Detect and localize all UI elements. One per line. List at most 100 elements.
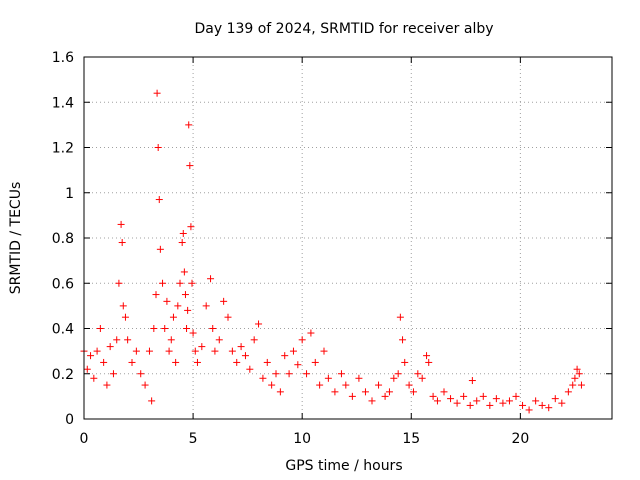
data-point — [237, 343, 245, 351]
data-point — [532, 397, 540, 405]
data-point — [189, 329, 197, 337]
data-point — [486, 401, 494, 409]
data-point — [331, 388, 339, 396]
data-point — [100, 358, 108, 366]
data-point — [385, 388, 393, 396]
data-point — [545, 404, 553, 412]
data-point — [228, 347, 236, 355]
data-point — [425, 358, 433, 366]
data-point — [178, 239, 186, 247]
data-point — [121, 313, 129, 321]
data-point — [348, 392, 356, 400]
y-tick-label: 1.4 — [52, 95, 74, 111]
x-axis-label: GPS time / hours — [285, 458, 402, 474]
data-point — [145, 347, 153, 355]
data-point — [211, 347, 219, 355]
data-point — [505, 397, 513, 405]
data-point — [399, 336, 407, 344]
data-points — [80, 89, 585, 414]
data-point — [575, 370, 583, 378]
data-point — [298, 336, 306, 344]
chart-title: Day 139 of 2024, SRMTID for receiver alb… — [194, 21, 493, 37]
data-point — [132, 347, 140, 355]
data-point — [285, 370, 293, 378]
data-point — [202, 302, 210, 310]
data-point — [375, 381, 383, 389]
data-point — [118, 239, 126, 247]
data-point — [174, 302, 182, 310]
data-point — [466, 401, 474, 409]
data-point — [401, 358, 409, 366]
data-point — [124, 336, 132, 344]
data-point — [93, 347, 101, 355]
data-point — [141, 381, 149, 389]
y-axis-label: SRMTID / TECUs — [8, 182, 24, 295]
data-point — [303, 370, 311, 378]
data-point — [281, 352, 289, 360]
x-tick-label: 15 — [402, 431, 420, 447]
y-tick-label: 1 — [65, 186, 74, 202]
x-tick-label: 5 — [189, 431, 198, 447]
data-point — [268, 381, 276, 389]
data-point — [96, 325, 104, 332]
y-tick-label: 0 — [65, 412, 74, 428]
data-point — [525, 406, 533, 414]
data-point — [337, 370, 345, 378]
data-point — [161, 325, 169, 332]
data-point — [246, 365, 254, 373]
data-point — [186, 162, 194, 170]
data-point — [106, 343, 114, 351]
data-point — [193, 358, 201, 366]
y-tick-label: 0.4 — [52, 322, 74, 338]
data-point — [187, 223, 195, 231]
data-point — [188, 279, 196, 287]
data-point — [433, 397, 441, 405]
data-point — [179, 229, 187, 237]
data-point — [176, 279, 184, 287]
data-point — [368, 397, 376, 405]
data-point — [90, 374, 98, 382]
data-point — [155, 196, 163, 204]
data-point — [113, 336, 121, 344]
data-point — [573, 365, 581, 373]
x-tick-label: 0 — [80, 431, 89, 447]
data-point — [169, 313, 177, 321]
data-point — [571, 374, 579, 382]
data-point — [512, 392, 520, 400]
data-point — [440, 388, 448, 396]
data-point — [184, 306, 192, 314]
data-point — [316, 381, 324, 389]
data-point — [183, 325, 191, 332]
data-point — [181, 291, 189, 299]
data-point — [429, 392, 437, 400]
data-point — [414, 370, 422, 378]
data-point — [447, 395, 455, 403]
data-point — [172, 358, 180, 366]
data-point — [220, 297, 228, 305]
data-point — [137, 370, 145, 378]
data-point — [87, 352, 95, 360]
data-point — [479, 392, 487, 400]
data-point — [519, 401, 527, 409]
data-point — [224, 313, 232, 321]
data-point — [148, 397, 156, 405]
data-point — [152, 291, 160, 299]
data-point — [307, 329, 315, 337]
data-point — [405, 381, 413, 389]
data-point — [128, 358, 136, 366]
y-tick-label: 1.6 — [52, 50, 74, 66]
data-point — [324, 374, 332, 382]
x-tick-label: 20 — [511, 431, 529, 447]
data-point — [577, 381, 585, 389]
data-point — [250, 336, 258, 344]
data-point — [342, 381, 350, 389]
data-point — [103, 381, 111, 389]
data-point — [381, 392, 389, 400]
data-point — [117, 220, 125, 228]
data-point — [453, 399, 461, 407]
data-point — [564, 388, 572, 396]
data-point — [83, 365, 91, 373]
data-point — [390, 374, 398, 382]
data-point — [473, 397, 481, 405]
data-point — [289, 347, 297, 355]
